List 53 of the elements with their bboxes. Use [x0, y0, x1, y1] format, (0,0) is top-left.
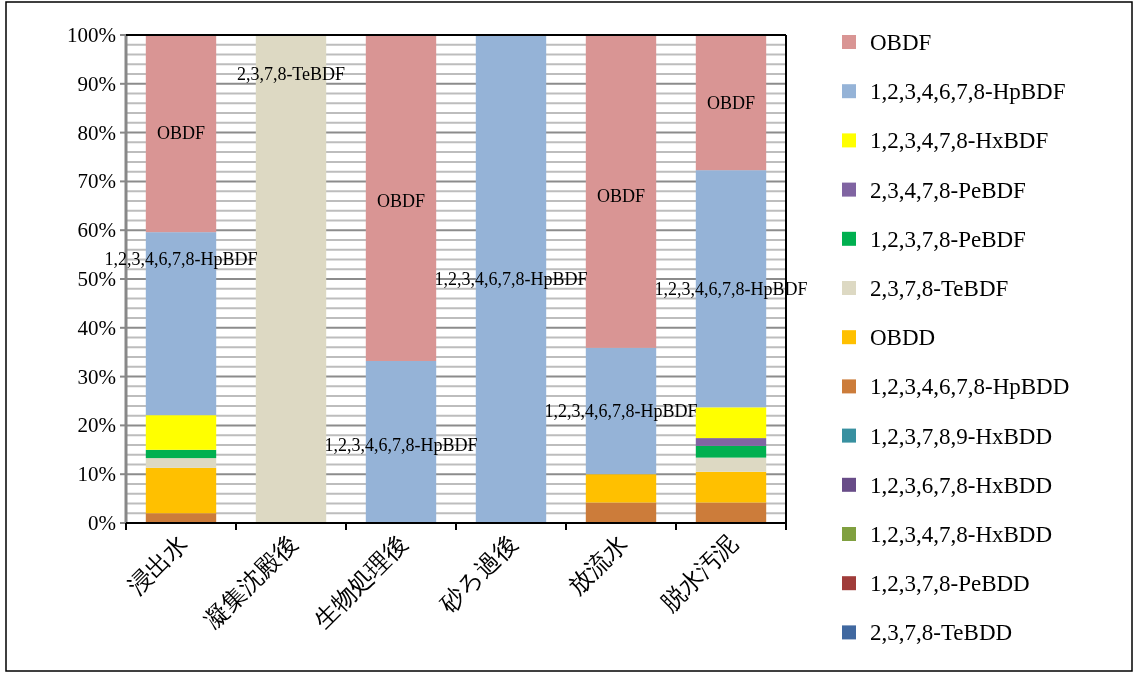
annotation: 2,3,7,8-TeBDF: [236, 64, 346, 85]
x-tick-label: 凝集沈殿後: [198, 529, 303, 634]
annotation: 1,2,3,4,6,7,8-HpBDF: [434, 269, 588, 289]
y-tick-label: 80%: [77, 120, 116, 145]
bar: [695, 471, 767, 503]
bar: [365, 35, 437, 361]
legend-label: 1,2,3,7,8-PeBDF: [870, 226, 1026, 252]
y-tick-label: 0%: [88, 511, 116, 535]
annotation: 1,2,3,4,6,7,8-HpBDF: [324, 434, 478, 455]
y-tick-label: 20%: [77, 413, 116, 438]
x-tick-label: 生物処理後: [308, 529, 413, 634]
annotation: OBDF: [706, 93, 756, 114]
y-tick-label: 90%: [77, 71, 116, 96]
y-tick-label: 30%: [77, 364, 116, 389]
legend-label: 2,3,4,7,8-PeBDF: [870, 177, 1026, 203]
annotation: 1,2,3,4,6,7,8-HpBDF: [544, 400, 698, 421]
y-tick-label: 10%: [77, 462, 116, 487]
legend-label: 1,2,3,7,8,9-HxBDD: [870, 423, 1053, 449]
bar: [145, 449, 217, 459]
annotation: OBDF: [596, 186, 646, 207]
bar: [695, 457, 767, 472]
legend-label: OBDF: [870, 30, 932, 55]
legend-label: 1,2,3,4,6,7,8-HpBDF: [870, 79, 1066, 105]
y-tick-label: 40%: [77, 315, 116, 340]
legend-label: 2,3,7,8-TeBDD: [870, 620, 1013, 646]
y-tick-label: 50%: [77, 267, 116, 291]
x-tick-label: 放流水: [562, 529, 633, 600]
bar: [145, 415, 217, 450]
bar: [145, 467, 217, 514]
bar: [695, 35, 767, 171]
legend-label: 1,2,3,4,7,8-HxBDD: [870, 522, 1053, 547]
y-tick-label: 60%: [77, 218, 116, 243]
annotation: 1,2,3,4,6,7,8-HpBDF: [104, 249, 258, 270]
bar: [585, 474, 657, 503]
legend-label: 1,2,3,7,8-PeBDD: [870, 571, 1030, 597]
bar: [585, 502, 657, 523]
y-tick-label: 70%: [77, 169, 116, 194]
bar: [145, 35, 217, 233]
bar: [145, 458, 217, 468]
annotation: OBDF: [156, 122, 206, 143]
bar: [145, 513, 217, 523]
legend-label: 1,2,3,6,7,8-HxBDD: [870, 472, 1053, 498]
x-tick-label: 砂ろ過後: [434, 529, 523, 618]
legend-label: 2,3,7,8-TeBDF: [870, 276, 1009, 301]
x-tick-label: 脱水汚泥: [655, 529, 743, 617]
legend-label: 1,2,3,4,6,7,8-HpBDD: [870, 374, 1070, 400]
y-tick-label: 100%: [67, 23, 116, 47]
x-tick-label: 浸出水: [122, 529, 193, 600]
legend-label: OBDD: [870, 325, 936, 351]
bar: [585, 35, 657, 348]
bar: [695, 502, 767, 523]
annotation: OBDF: [376, 190, 426, 211]
legend-label: 1,2,3,4,7,8-HxBDF: [870, 128, 1049, 154]
